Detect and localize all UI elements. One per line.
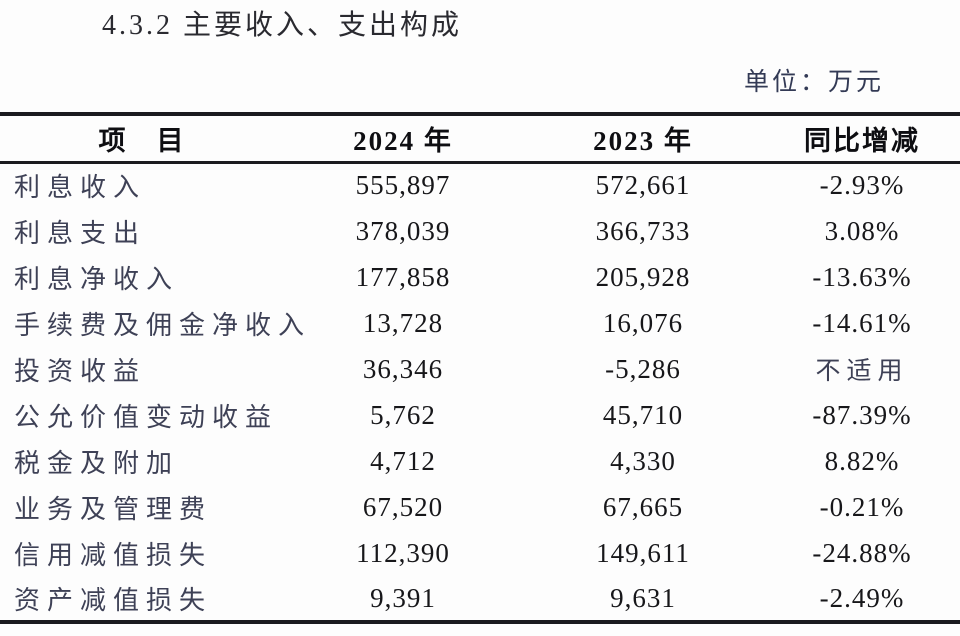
cell-y2023: 16,076 [602,307,684,338]
table-row: 手续费及佣金净收入 13,728 16,076 -14.61% [0,300,960,346]
cell-change: -24.88% [812,537,912,568]
cell-y2024: 9,391 [370,582,436,613]
unit-label: 单位：万元 [743,69,884,96]
cell-y2024: 378,039 [355,215,451,246]
col-header-2023: 2023 年 [593,125,693,156]
table-row: 公允价值变动收益 5,762 45,710 -87.39% [0,392,960,438]
cell-y2024: 177,858 [355,261,451,292]
cell-item: 税金及附加 [14,448,180,478]
cell-y2024: 67,520 [362,491,444,522]
cell-change: -14.61% [812,307,912,338]
table-row: 资产减值损失 9,391 9,631 -2.49% [0,576,960,622]
cell-item: 利息净收入 [14,264,180,294]
income-expense-table: 项 目 2024 年 2023 年 同比增减 利息收入 555,897 572,66… [0,112,960,624]
section-title: 4.3.2 主要收入、支出构成 [102,10,463,41]
cell-item: 利息支出 [14,218,147,248]
cell-y2023: 67,665 [602,491,684,522]
cell-y2023: 45,710 [602,399,684,430]
cell-item: 投资收益 [14,356,147,386]
cell-item: 手续费及佣金净收入 [14,310,312,340]
table-row: 信用减值损失 112,390 149,611 -24.88% [0,530,960,576]
cell-change: 不适用 [815,358,909,385]
table-row: 利息支出 378,039 366,733 3.08% [0,208,960,254]
report-page: 4.3.2 主要收入、支出构成 单位：万元 项 目 2024 年 2023 年 … [0,8,960,636]
table-row: 投资收益 36,346 -5,286 不适用 [0,346,960,392]
cell-y2024: 4,712 [370,445,436,476]
cell-y2023: 205,928 [595,261,691,292]
cell-y2024: 555,897 [355,170,451,201]
cell-item: 资产减值损失 [14,585,213,615]
col-header-2024: 2024 年 [353,125,453,156]
cell-y2024: 112,390 [356,537,450,568]
table-header-row: 项 目 2024 年 2023 年 同比增减 [0,114,960,162]
cell-y2024: 13,728 [362,307,444,338]
col-header-item: 项 目 [98,125,186,156]
table-row: 业务及管理费 67,520 67,665 -0.21% [0,484,960,530]
col-header-change: 同比增减 [804,125,920,156]
table-row: 税金及附加 4,712 4,330 8.82% [0,438,960,484]
table-row: 利息收入 555,897 572,661 -2.93% [0,162,960,208]
cell-item: 信用减值损失 [14,540,213,570]
cell-change: -2.49% [819,582,905,613]
cell-y2023: 4,330 [610,445,676,476]
cell-y2023: 572,661 [595,170,691,201]
cell-y2024: 5,762 [370,399,436,430]
cell-y2024: 36,346 [362,353,444,384]
cell-change: -13.63% [812,261,912,292]
cell-change: 3.08% [824,215,900,246]
cell-change: -87.39% [812,399,912,430]
cell-y2023: 366,733 [595,215,691,246]
cell-y2023: -5,286 [605,353,681,384]
cell-item: 利息收入 [14,173,147,203]
cell-item: 公允价值变动收益 [14,402,279,432]
cell-y2023: 9,631 [610,582,676,613]
cell-y2023: 149,611 [596,537,690,568]
cell-change: 8.82% [824,445,900,476]
cell-change: -2.93% [819,170,905,201]
cell-item: 业务及管理费 [14,494,213,524]
cell-change: -0.21% [819,491,905,522]
table-row: 利息净收入 177,858 205,928 -13.63% [0,254,960,300]
